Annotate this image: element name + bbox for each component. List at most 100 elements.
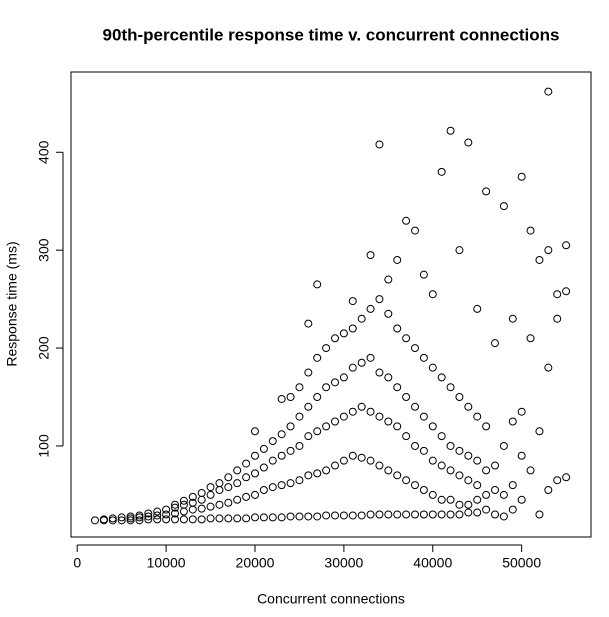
point [366, 407, 375, 416]
point [482, 505, 491, 514]
point [242, 459, 251, 468]
point [91, 516, 99, 525]
point [108, 514, 117, 523]
point [304, 402, 313, 411]
point [562, 473, 571, 482]
point [179, 500, 188, 509]
point [268, 456, 277, 465]
point [331, 334, 339, 343]
point [339, 373, 348, 382]
point [366, 510, 375, 519]
point [277, 513, 286, 522]
point [322, 383, 331, 392]
point [268, 483, 277, 492]
x-axis-label: Concurrent connections [257, 591, 405, 607]
point [179, 507, 188, 516]
point [259, 463, 268, 472]
point [339, 456, 348, 465]
x-tick-label: 50000 [502, 555, 541, 571]
point [215, 514, 224, 523]
point [482, 490, 491, 499]
point [135, 511, 144, 520]
point [517, 495, 526, 504]
x-tick-label: 30000 [324, 555, 363, 571]
point [197, 504, 206, 513]
point [419, 446, 428, 455]
point [322, 422, 331, 431]
point [384, 417, 393, 426]
point [242, 473, 251, 482]
y-axis-label: Response time (ms) [4, 241, 20, 366]
point [206, 502, 215, 511]
point [348, 324, 357, 333]
point [135, 516, 144, 525]
point [473, 304, 482, 313]
point [402, 432, 411, 441]
x-tick-label: 20000 [236, 555, 275, 571]
point [286, 446, 295, 455]
point [366, 353, 375, 362]
point [366, 304, 375, 313]
point [313, 469, 322, 478]
point [277, 394, 286, 403]
point [544, 246, 553, 255]
point [455, 500, 464, 509]
point [464, 402, 473, 411]
point [437, 461, 446, 470]
point [286, 393, 295, 402]
point [562, 287, 571, 296]
point [251, 427, 259, 436]
point [411, 226, 419, 235]
point [286, 479, 295, 488]
point [322, 511, 331, 520]
point [215, 500, 224, 509]
point [259, 486, 268, 495]
point [491, 461, 499, 470]
point [428, 422, 437, 431]
point [446, 441, 455, 450]
point [339, 329, 348, 338]
point [197, 495, 206, 504]
point [411, 344, 419, 353]
point [375, 295, 384, 304]
point [419, 270, 428, 279]
point [304, 471, 313, 480]
point [162, 510, 171, 519]
point [473, 495, 482, 504]
point [277, 430, 286, 439]
point [206, 514, 215, 523]
point [402, 334, 411, 343]
point [108, 516, 117, 525]
point [455, 471, 464, 480]
point [206, 483, 215, 492]
point [428, 456, 437, 465]
point [357, 358, 366, 367]
point [428, 510, 437, 519]
point [499, 512, 508, 521]
point [313, 393, 322, 402]
point [411, 402, 419, 411]
point [428, 490, 437, 499]
point [313, 512, 322, 521]
point [402, 393, 411, 402]
point [286, 422, 295, 431]
point [251, 469, 259, 478]
point [331, 417, 339, 426]
point [384, 373, 393, 382]
point [331, 378, 339, 387]
point [348, 407, 357, 416]
point [224, 514, 233, 523]
point [144, 509, 153, 518]
point [171, 500, 179, 509]
y-tick-label: 100 [36, 434, 52, 458]
point [357, 402, 366, 411]
point [259, 444, 268, 453]
point [464, 476, 473, 485]
point [437, 432, 446, 441]
point [348, 363, 357, 372]
point [544, 87, 553, 96]
point [402, 476, 411, 485]
point [491, 339, 499, 348]
point [473, 481, 482, 490]
point [304, 432, 313, 441]
